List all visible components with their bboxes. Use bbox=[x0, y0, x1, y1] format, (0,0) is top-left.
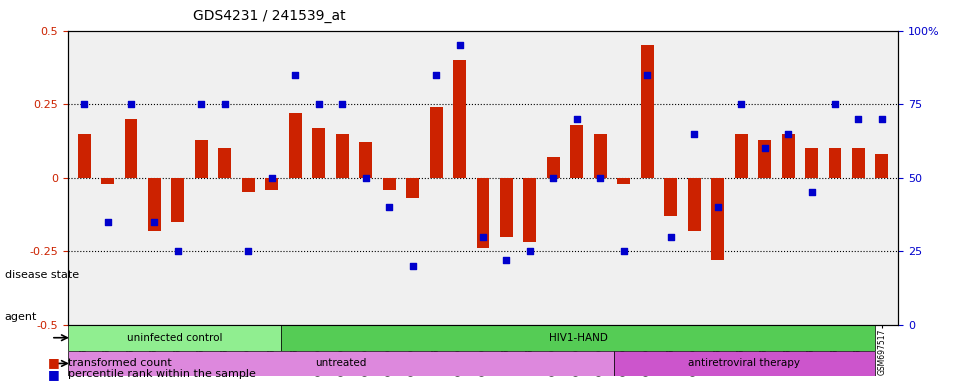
FancyBboxPatch shape bbox=[613, 351, 874, 376]
Text: untreated: untreated bbox=[315, 358, 366, 369]
Point bbox=[710, 204, 725, 210]
Point bbox=[757, 145, 773, 151]
Text: ■: ■ bbox=[48, 356, 60, 369]
Point bbox=[147, 219, 162, 225]
Bar bbox=[735, 134, 748, 178]
Bar bbox=[406, 178, 419, 199]
FancyBboxPatch shape bbox=[281, 325, 874, 351]
Bar bbox=[781, 134, 795, 178]
Bar bbox=[453, 60, 466, 178]
Point bbox=[217, 101, 233, 107]
Point bbox=[264, 175, 279, 181]
Point bbox=[288, 72, 303, 78]
Bar bbox=[547, 157, 560, 178]
Bar bbox=[594, 134, 607, 178]
Text: HIV1-HAND: HIV1-HAND bbox=[549, 333, 608, 343]
Bar bbox=[336, 134, 349, 178]
FancyBboxPatch shape bbox=[68, 351, 613, 376]
Point bbox=[523, 248, 538, 254]
Bar bbox=[875, 154, 889, 178]
Text: agent: agent bbox=[5, 312, 38, 322]
Bar bbox=[77, 134, 91, 178]
Point bbox=[99, 219, 115, 225]
Bar bbox=[383, 178, 396, 190]
Point bbox=[428, 72, 443, 78]
Bar bbox=[430, 107, 442, 178]
Bar bbox=[500, 178, 513, 237]
Bar bbox=[852, 148, 865, 178]
Point bbox=[124, 101, 139, 107]
Point bbox=[687, 131, 702, 137]
Bar bbox=[688, 178, 700, 231]
Point bbox=[241, 248, 256, 254]
Bar bbox=[476, 178, 490, 248]
Bar bbox=[148, 178, 161, 231]
Point bbox=[382, 204, 397, 210]
Point bbox=[452, 42, 468, 48]
Bar bbox=[242, 178, 255, 192]
Bar bbox=[101, 178, 114, 184]
Point bbox=[334, 101, 350, 107]
Point bbox=[358, 175, 374, 181]
Point bbox=[569, 116, 584, 122]
Point bbox=[193, 101, 209, 107]
Point bbox=[546, 175, 561, 181]
Text: GDS4231 / 241539_at: GDS4231 / 241539_at bbox=[193, 9, 346, 23]
Text: transformed count: transformed count bbox=[68, 358, 171, 368]
Bar bbox=[195, 139, 208, 178]
Point bbox=[851, 116, 867, 122]
Bar bbox=[289, 113, 301, 178]
Point bbox=[874, 116, 890, 122]
Point bbox=[733, 101, 749, 107]
Bar bbox=[359, 142, 372, 178]
Point bbox=[170, 248, 185, 254]
Point bbox=[827, 101, 842, 107]
Text: disease state: disease state bbox=[5, 270, 79, 280]
Text: percentile rank within the sample: percentile rank within the sample bbox=[68, 369, 255, 379]
Point bbox=[663, 233, 678, 240]
Point bbox=[475, 233, 491, 240]
Point bbox=[781, 131, 796, 137]
Bar bbox=[805, 148, 818, 178]
Text: antiretroviral therapy: antiretroviral therapy bbox=[688, 358, 800, 369]
Bar bbox=[524, 178, 536, 242]
Bar bbox=[218, 148, 231, 178]
Bar bbox=[570, 125, 583, 178]
Bar bbox=[617, 178, 630, 184]
Bar bbox=[266, 178, 278, 190]
Bar bbox=[758, 139, 771, 178]
Bar bbox=[665, 178, 677, 216]
Bar bbox=[125, 119, 137, 178]
Point bbox=[498, 257, 514, 263]
Text: uninfected control: uninfected control bbox=[127, 333, 222, 343]
Text: ■: ■ bbox=[48, 368, 60, 381]
Point bbox=[616, 248, 632, 254]
Bar bbox=[711, 178, 724, 260]
Point bbox=[639, 72, 655, 78]
Point bbox=[804, 189, 819, 195]
Point bbox=[311, 101, 327, 107]
Bar bbox=[312, 128, 326, 178]
Bar bbox=[640, 45, 654, 178]
Point bbox=[76, 101, 92, 107]
Point bbox=[592, 175, 608, 181]
Point bbox=[405, 263, 420, 269]
Bar bbox=[829, 148, 841, 178]
FancyBboxPatch shape bbox=[68, 325, 281, 351]
Bar bbox=[172, 178, 185, 222]
